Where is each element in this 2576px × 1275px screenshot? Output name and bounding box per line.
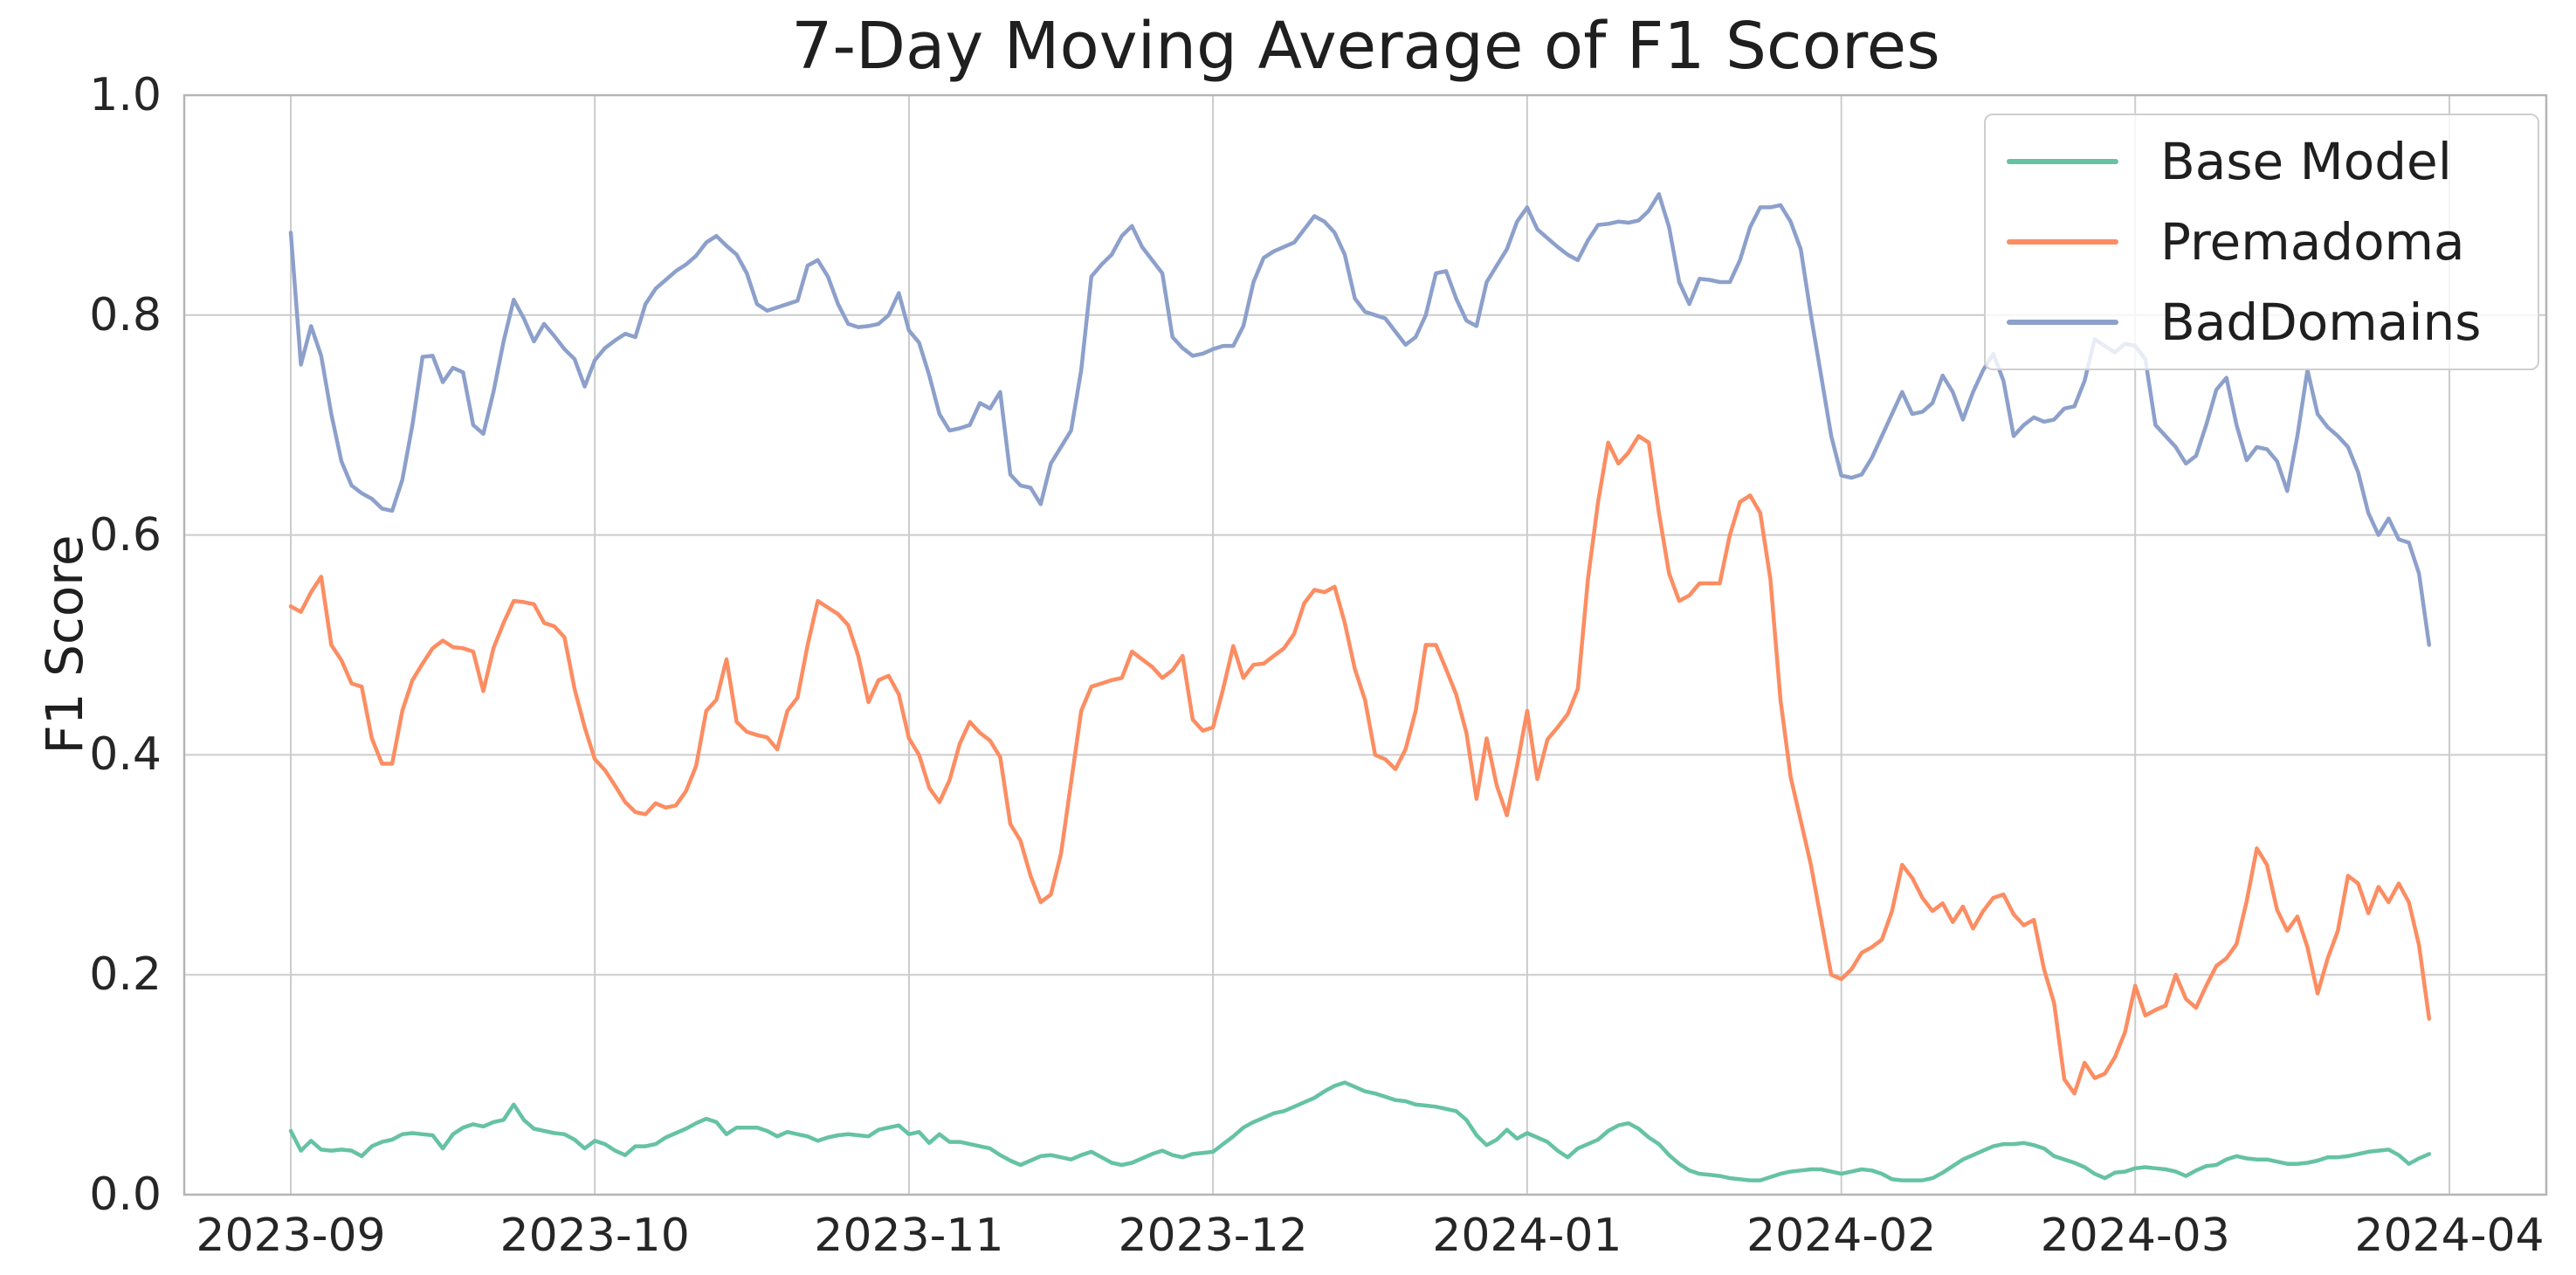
x-tick-label: 2024-03 bbox=[2040, 1210, 2230, 1262]
x-tick-label: 2023-09 bbox=[196, 1210, 386, 1262]
x-tick-label: 2024-01 bbox=[1432, 1210, 1622, 1262]
legend-label: Premadoma bbox=[2160, 212, 2465, 272]
series-line-base-model bbox=[288, 1080, 2432, 1182]
plot-border bbox=[183, 93, 2548, 1196]
y-tick-label: 0.6 bbox=[89, 508, 162, 562]
legend-item: Premadoma bbox=[1986, 202, 2538, 282]
chart-title: 7-Day Moving Average of F1 Scores bbox=[791, 9, 1940, 84]
legend-line-swatch-baddomains bbox=[2007, 320, 2118, 325]
legend-label: BadDomains bbox=[2160, 293, 2482, 352]
y-tick-label: 0.0 bbox=[89, 1168, 162, 1221]
legend-line-swatch-premadoma bbox=[2007, 239, 2118, 245]
series-line-premadoma bbox=[288, 434, 2432, 1096]
x-tick-label: 2023-11 bbox=[814, 1210, 1004, 1262]
x-tick-label: 2023-10 bbox=[499, 1210, 690, 1262]
legend-label: Base Model bbox=[2160, 132, 2452, 191]
x-tick-label: 2024-04 bbox=[2354, 1210, 2545, 1262]
x-tick-label: 2023-12 bbox=[1118, 1210, 1308, 1262]
y-axis-label: F1 Score bbox=[35, 534, 94, 755]
y-tick-label: 0.2 bbox=[89, 948, 162, 1002]
legend-line-swatch-base-model bbox=[2007, 159, 2118, 164]
y-tick-label: 0.4 bbox=[89, 728, 162, 782]
legend-item: BadDomains bbox=[1986, 282, 2538, 362]
legend: Base Model Premadoma BadDomains bbox=[1984, 114, 2539, 370]
legend-item: Base Model bbox=[1986, 121, 2538, 202]
series-line-baddomains bbox=[288, 192, 2432, 647]
y-tick-label: 1.0 bbox=[89, 69, 162, 121]
x-tick-label: 2024-02 bbox=[1746, 1210, 1937, 1262]
y-tick-label: 0.8 bbox=[89, 288, 162, 341]
